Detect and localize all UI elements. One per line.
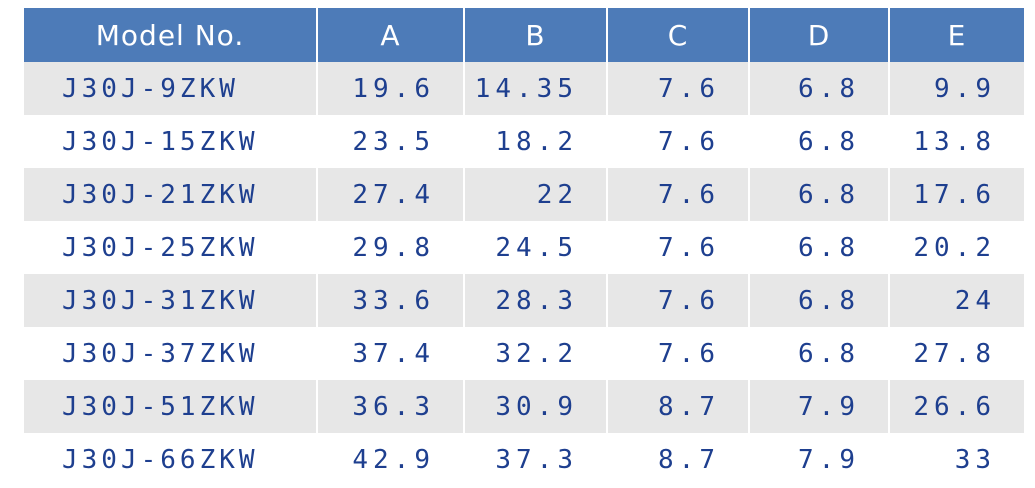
header-cell: D: [750, 8, 888, 62]
value-cell: 28.3: [465, 274, 606, 327]
value-cell: 23.5: [352, 126, 435, 157]
value-cell: 42.9: [352, 444, 435, 475]
header-cell: Model No.: [24, 8, 316, 62]
value-cell: 24.5: [495, 232, 578, 263]
header-row: Model No. A B C D E: [24, 8, 1024, 62]
value-cell: 7.6: [658, 126, 720, 157]
value-cell: 7.6: [608, 168, 748, 221]
value-cell: 6.8: [798, 338, 860, 369]
model-cell: J30J-25ZKW: [62, 232, 259, 263]
value-cell: 27.8: [913, 338, 996, 369]
model-cell: J30J-21ZKW: [24, 168, 316, 221]
value-cell: 29.8: [352, 232, 435, 263]
table-row: J30J-9ZKW 19.6 14.35 7.6 6.8 9.9: [24, 62, 1024, 115]
header-cell: C: [608, 8, 748, 62]
value-cell: 6.8: [750, 168, 888, 221]
table-row: J30J-31ZKW 33.6 28.3 7.6 6.8 24: [24, 274, 1024, 327]
value-cell: 37.3: [495, 444, 578, 475]
table-row: J30J-15ZKW 23.5 18.2 7.6 6.8 13.8: [24, 115, 1024, 168]
value-cell: 24: [890, 274, 1024, 327]
value-cell: 7.9: [798, 444, 860, 475]
value-cell: 19.6: [318, 62, 463, 115]
model-cell: J30J-51ZKW: [24, 380, 316, 433]
value-cell: 36.3: [318, 380, 463, 433]
value-cell: 7.6: [658, 232, 720, 263]
value-cell: 6.8: [798, 232, 860, 263]
model-cell: J30J-15ZKW: [62, 126, 259, 157]
value-cell: 37.4: [352, 338, 435, 369]
value-cell: 6.8: [750, 62, 888, 115]
model-cell: J30J-66ZKW: [62, 444, 259, 475]
header-cell: B: [465, 8, 606, 62]
value-cell: 7.6: [608, 274, 748, 327]
table-row: J30J-66ZKW 42.9 37.3 8.7 7.9 33: [24, 433, 1024, 486]
value-cell: 32.2: [495, 338, 578, 369]
value-cell: 17.6: [890, 168, 1024, 221]
value-cell: 9.9: [890, 62, 1024, 115]
header-cell: A: [318, 8, 463, 62]
value-cell: 6.8: [750, 274, 888, 327]
value-cell: 7.6: [608, 62, 748, 115]
value-cell: 6.8: [798, 126, 860, 157]
table-row: J30J-25ZKW 29.8 24.5 7.6 6.8 20.2: [24, 221, 1024, 274]
spec-table: Model No. A B C D E J30J-9ZKW 19.6 14.35 7.6 6.8 9…: [22, 8, 1026, 486]
table-row: J30J-51ZKW 36.3 30.9 8.7 7.9 26.6: [24, 380, 1024, 433]
value-cell: 33: [954, 444, 996, 475]
table-row: J30J-37ZKW 37.4 32.2 7.6 6.8 27.8: [24, 327, 1024, 380]
value-cell: 26.6: [890, 380, 1024, 433]
value-cell: 8.7: [608, 380, 748, 433]
value-cell: 33.6: [318, 274, 463, 327]
table-body: J30J-9ZKW 19.6 14.35 7.6 6.8 9.9 J30J-15ZKW 23.…: [24, 62, 1024, 486]
value-cell: 18.2: [495, 126, 578, 157]
value-cell: 20.2: [913, 232, 996, 263]
header-cell: E: [890, 8, 1024, 62]
table-row: J30J-21ZKW 27.4 22 7.6 6.8 17.6: [24, 168, 1024, 221]
model-cell: J30J-31ZKW: [24, 274, 316, 327]
value-cell: 13.8: [913, 126, 996, 157]
value-cell: 14.35: [465, 62, 606, 115]
model-cell: J30J-9ZKW: [24, 62, 316, 115]
value-cell: 7.6: [658, 338, 720, 369]
value-cell: 8.7: [658, 444, 720, 475]
value-cell: 30.9: [465, 380, 606, 433]
value-cell: 22: [465, 168, 606, 221]
value-cell: 7.9: [750, 380, 888, 433]
value-cell: 27.4: [318, 168, 463, 221]
model-cell: J30J-37ZKW: [62, 338, 259, 369]
